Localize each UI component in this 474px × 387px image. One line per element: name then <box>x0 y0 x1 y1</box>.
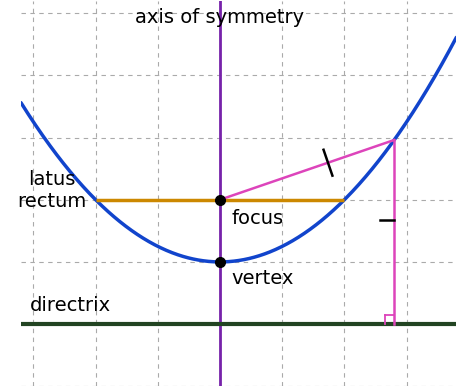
Text: directrix: directrix <box>30 296 111 315</box>
Text: focus: focus <box>231 209 283 228</box>
Text: axis of symmetry: axis of symmetry <box>136 8 305 27</box>
Text: latus
rectum: latus rectum <box>17 170 86 211</box>
Text: vertex: vertex <box>231 269 293 288</box>
